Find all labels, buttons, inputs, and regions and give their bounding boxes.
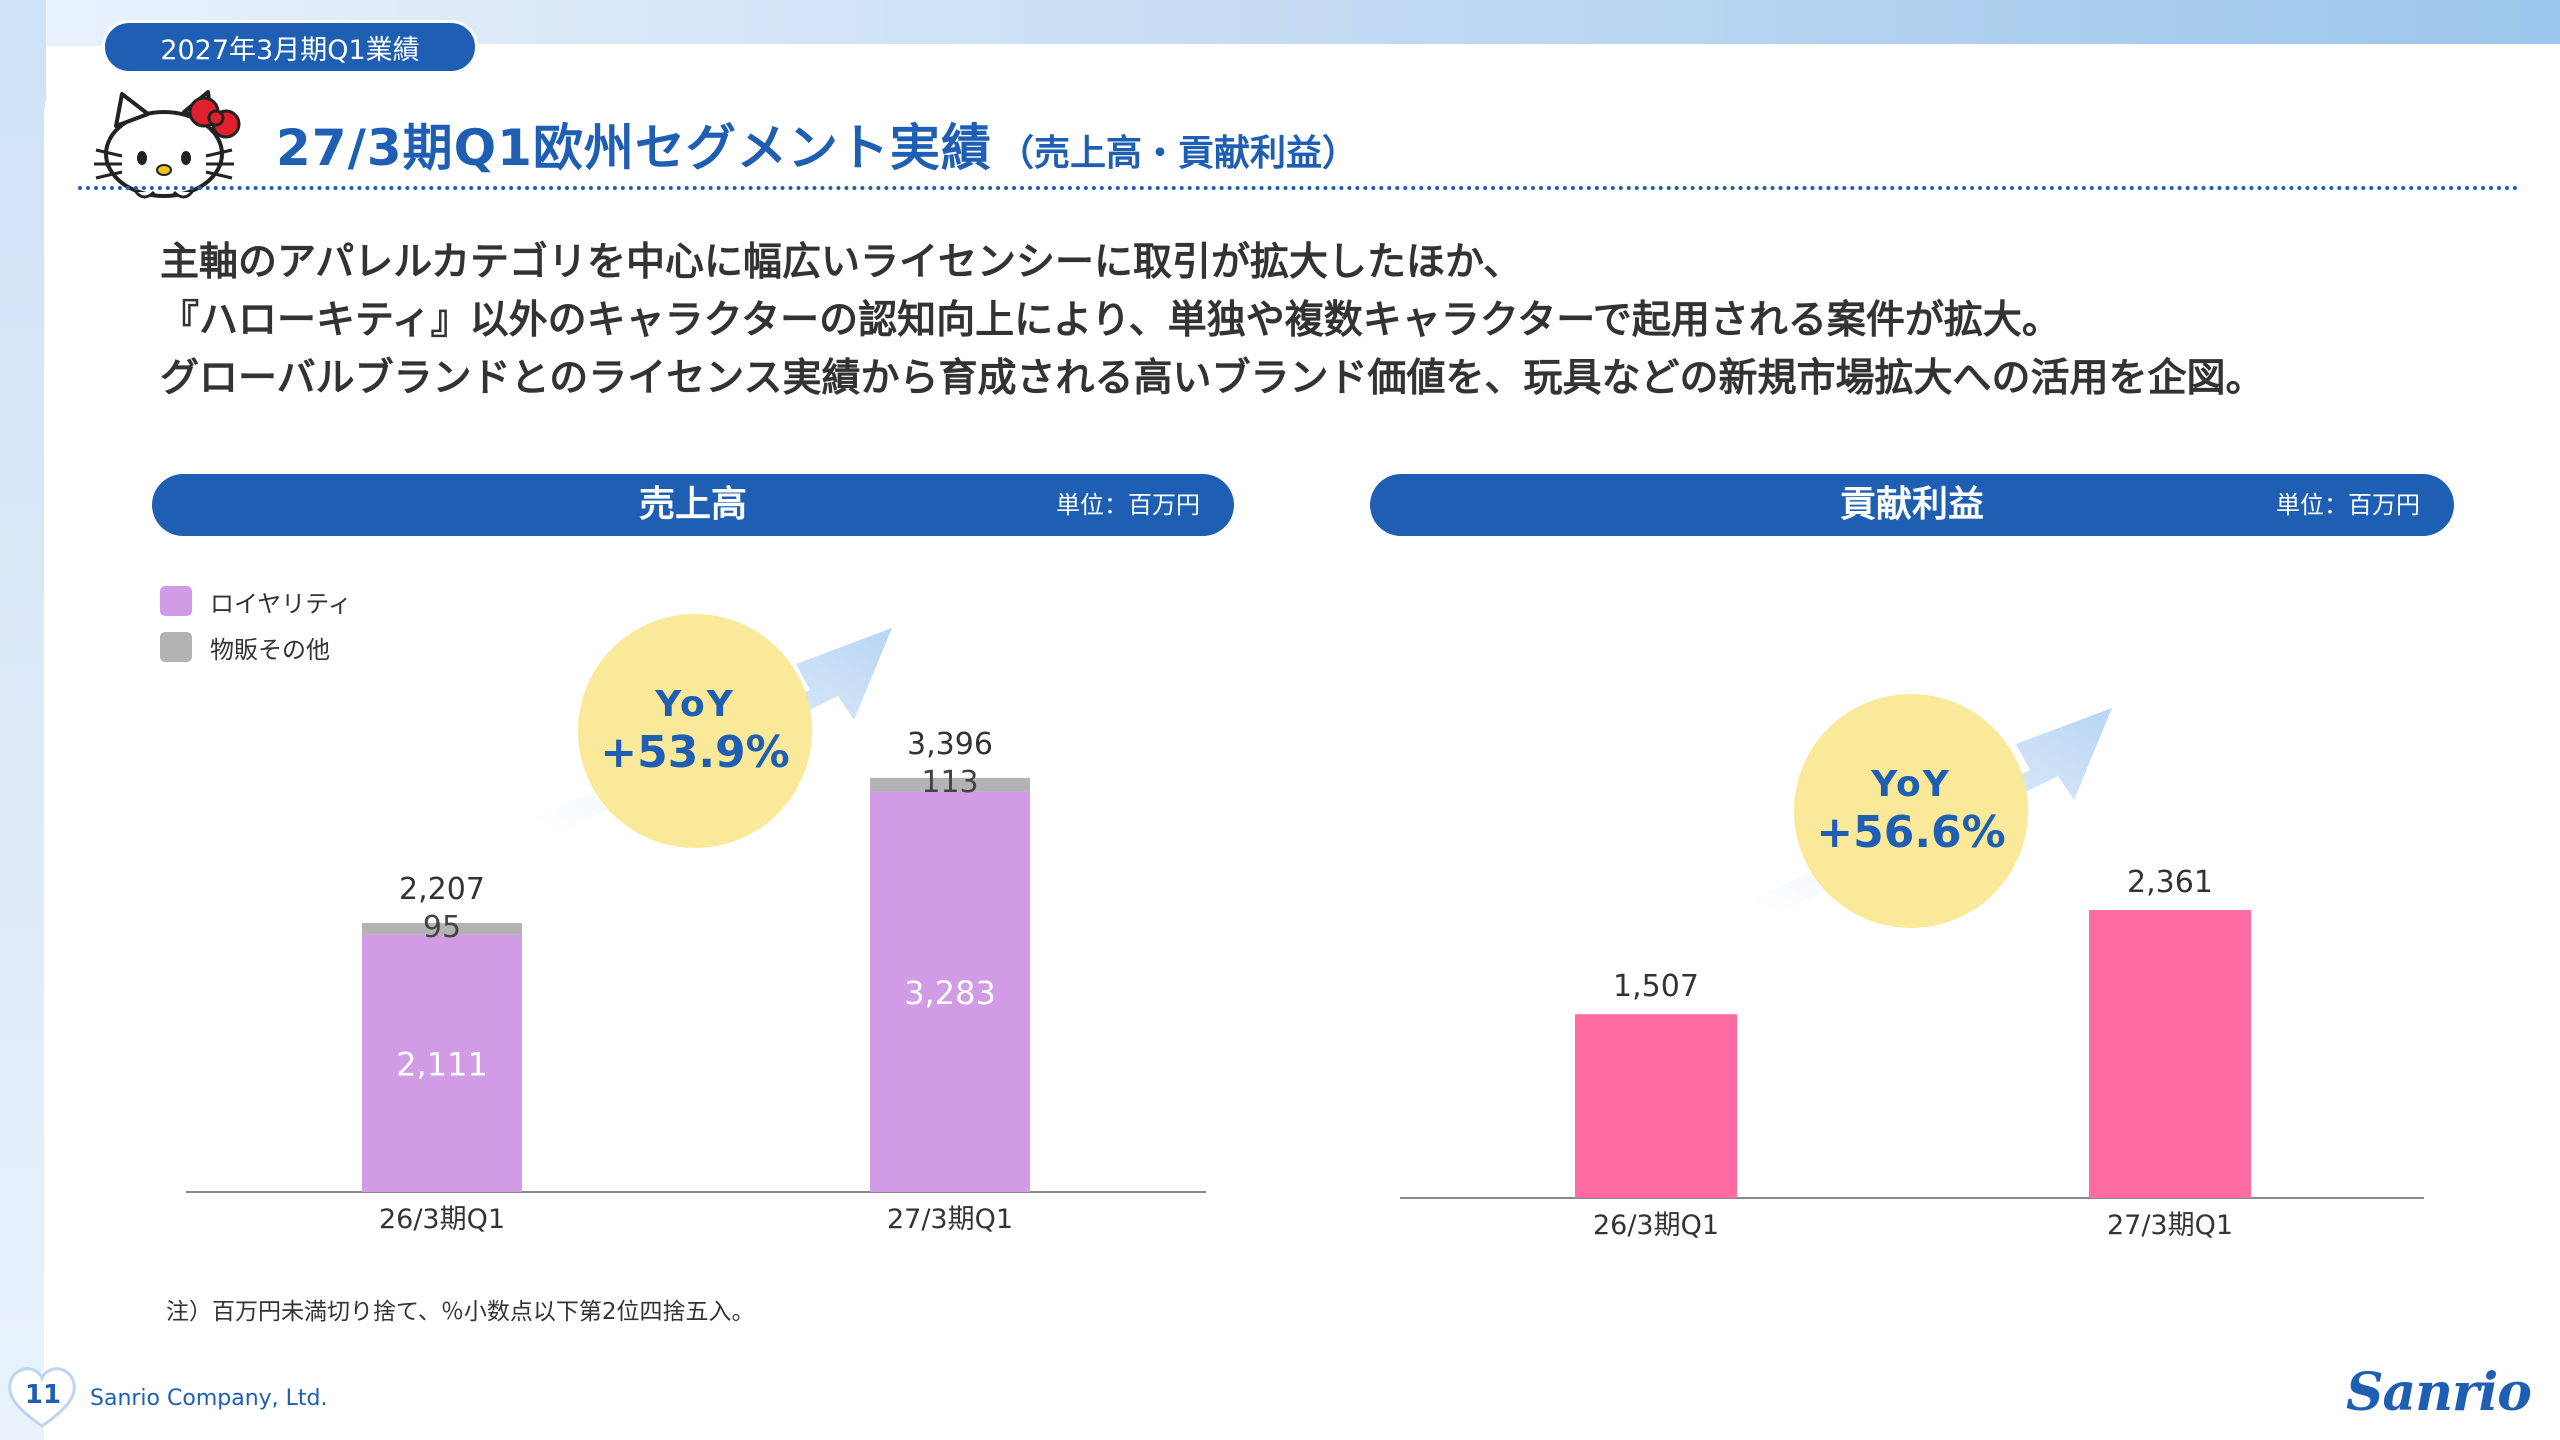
sales-section-header: 売上高 単位：百万円: [152, 474, 1234, 536]
page-title: 27/3期Q1欧州セグメント実績 （売上高・貢献利益）: [276, 108, 1358, 184]
profit-section-header: 貢献利益 単位：百万円: [1370, 474, 2454, 536]
lead-line: グローバルブランドとのライセンス実績から育成される高いブランド価値を、玩具などの…: [160, 356, 2265, 401]
profit-chart-svg: 26/3期Q1 1,507 27/3期Q1 2,361: [1400, 865, 2424, 1241]
page-number: 11: [24, 1380, 62, 1410]
x-tick-label: 27/3期Q1: [2107, 1210, 2233, 1241]
yoy-sales-label: YoY: [655, 684, 735, 725]
legend-item: ロイヤリティ: [160, 578, 352, 624]
sales-unit-label: 単位：百万円: [1056, 491, 1200, 519]
yoy-profit-bubble: YoY +56.6%: [1794, 694, 2028, 928]
lead-line: 主軸のアパレルカテゴリを中心に幅広いライセンシーに取引が拡大したほか、: [160, 240, 1523, 285]
chart-legend: ロイヤリティ 物販その他: [160, 578, 352, 670]
bar-segment: [362, 934, 522, 1192]
company-name: Sanrio Company, Ltd.: [90, 1386, 328, 1411]
legend-item: 物販その他: [160, 624, 352, 670]
footnote: 注）百万円未満切り捨て、％小数点以下第2位四捨五入。: [166, 1299, 755, 1325]
x-tick-label: 26/3期Q1: [379, 1204, 505, 1235]
heart-icon: [8, 1367, 76, 1428]
period-badge: 2027年3月期Q1業績: [102, 20, 478, 74]
yoy-sales-bubble: YoY +53.9%: [578, 614, 812, 848]
x-tick-label: 27/3期Q1: [887, 1204, 1013, 1235]
legend-swatch-royalty: [160, 586, 192, 616]
x-tick-label: 26/3期Q1: [1593, 1210, 1719, 1241]
sanrio-logo: Sanrio: [2346, 1362, 2532, 1423]
bar-segment: [1575, 1014, 1737, 1198]
profit-unit-label: 単位：百万円: [2276, 491, 2420, 519]
yoy-sales-value: +53.9%: [600, 727, 790, 778]
page-title-main: 27/3期Q1欧州セグメント実績: [276, 119, 992, 177]
profit-bar-chart: 26/3期Q1 1,507 27/3期Q1 2,361: [1400, 680, 2424, 1241]
legend-swatch-merch: [160, 632, 192, 662]
data-label: 2,111: [396, 1045, 488, 1083]
legend-label: 物販その他: [210, 635, 330, 664]
legend-label: ロイヤリティ: [210, 589, 352, 618]
hello-kitty-mascot: [94, 90, 241, 199]
page-title-sub: （売上高・貢献利益）: [997, 133, 1358, 174]
title-divider: [78, 186, 2520, 190]
yoy-profit-label: YoY: [1871, 764, 1951, 805]
total-label: 3,396: [907, 727, 993, 762]
yoy-profit-value: +56.6%: [1816, 807, 2006, 858]
sales-section-title: 売上高: [638, 484, 747, 525]
bar-segment: [2089, 910, 2251, 1198]
total-label: 2,207: [399, 872, 485, 907]
data-label: 1,507: [1613, 969, 1699, 1004]
data-label: 95: [423, 910, 461, 945]
data-label: 2,361: [2127, 865, 2213, 900]
bar-segment: [870, 791, 1030, 1192]
slide-sheet: [44, 44, 2560, 1440]
left-band: [0, 0, 46, 1440]
bar-segment: [870, 777, 1030, 792]
lead-text: 主軸のアパレルカテゴリを中心に幅広いライセンシーに取引が拡大したほか、 『ハロー…: [160, 234, 2460, 408]
lead-line: 『ハローキティ』以外のキャラクターの認知向上により、単独や複数キャラクターで起用…: [160, 298, 2061, 343]
bar-segment: [362, 922, 522, 935]
sales-bar-chart: 26/3期Q1 2,111 95 2,207 27/3期Q1 3,283 113 3,396: [186, 680, 1206, 1240]
data-label: 113: [921, 765, 978, 800]
profit-section-title: 貢献利益: [1839, 484, 1984, 525]
data-label: 3,283: [904, 974, 996, 1012]
